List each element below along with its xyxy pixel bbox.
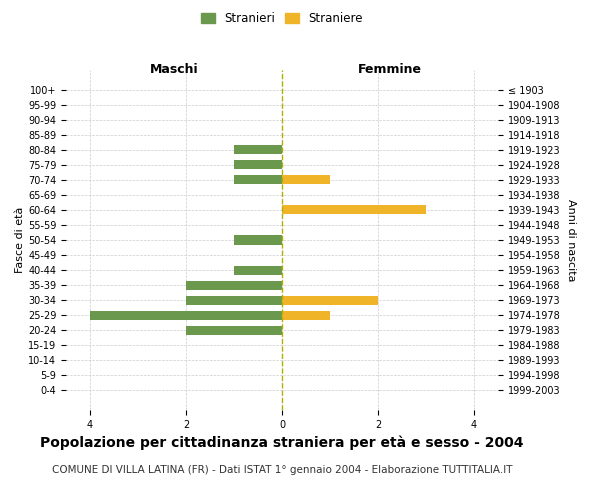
- Bar: [282, 296, 378, 304]
- Bar: [234, 266, 282, 274]
- Legend: Stranieri, Straniere: Stranieri, Straniere: [197, 8, 367, 28]
- Text: COMUNE DI VILLA LATINA (FR) - Dati ISTAT 1° gennaio 2004 - Elaborazione TUTTITAL: COMUNE DI VILLA LATINA (FR) - Dati ISTAT…: [52, 465, 512, 475]
- Bar: [90, 310, 282, 320]
- Bar: [282, 206, 426, 214]
- Bar: [282, 176, 330, 184]
- Text: Maschi: Maschi: [149, 64, 199, 76]
- Y-axis label: Anni di nascita: Anni di nascita: [566, 198, 576, 281]
- Y-axis label: Fasce di età: Fasce di età: [15, 207, 25, 273]
- Bar: [186, 280, 282, 289]
- Bar: [234, 160, 282, 170]
- Text: Femmine: Femmine: [358, 64, 422, 76]
- Text: Popolazione per cittadinanza straniera per età e sesso - 2004: Popolazione per cittadinanza straniera p…: [40, 435, 524, 450]
- Bar: [234, 146, 282, 154]
- Bar: [186, 296, 282, 304]
- Bar: [186, 326, 282, 334]
- Bar: [234, 176, 282, 184]
- Bar: [282, 310, 330, 320]
- Bar: [234, 236, 282, 244]
